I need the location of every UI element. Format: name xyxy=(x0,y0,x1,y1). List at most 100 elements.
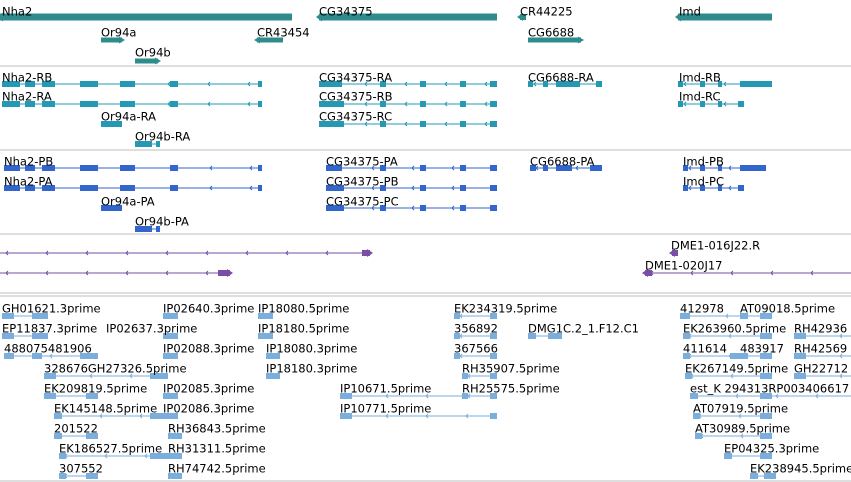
feature[interactable]: IP18180.3prime xyxy=(266,362,357,380)
feature[interactable] xyxy=(0,249,373,257)
gene-bar[interactable] xyxy=(0,13,292,21)
feature[interactable]: CR43454 xyxy=(254,26,310,44)
feature[interactable]: Nha2-PA xyxy=(4,175,262,192)
exon-block xyxy=(170,185,178,191)
feature[interactable]: CG34375-RC xyxy=(319,110,497,128)
feature[interactable]: 411614 xyxy=(683,342,744,360)
feature[interactable]: Or94b-PA xyxy=(135,215,189,233)
feature[interactable]: Or94b-RA xyxy=(135,130,190,148)
feature[interactable]: CG6688 xyxy=(528,26,584,44)
feature[interactable]: Imd-PC xyxy=(683,175,744,192)
feature[interactable] xyxy=(0,269,233,277)
feature[interactable]: CG34375-PB xyxy=(326,175,497,192)
feature[interactable]: RH36843.5prime xyxy=(168,422,266,440)
feature[interactable]: Imd xyxy=(675,5,772,22)
feature[interactable]: Nha2-PB xyxy=(4,155,262,172)
feature[interactable]: CG34375-PA xyxy=(326,155,497,172)
exon-block xyxy=(454,333,460,339)
feature[interactable]: est_K 294313RP003406617 xyxy=(690,382,851,400)
exon-block xyxy=(740,313,748,319)
feature[interactable]: CR44225 xyxy=(517,5,573,22)
feature[interactable]: Or94b xyxy=(135,46,171,65)
feature[interactable]: Or94a-PA xyxy=(101,195,155,212)
feature[interactable]: RH42936 xyxy=(794,322,851,340)
feature[interactable]: AT09018.5prime xyxy=(740,302,835,320)
feature[interactable]: 488075481906 xyxy=(4,342,98,360)
feature[interactable]: 328676GH27326.5prime xyxy=(44,362,187,380)
feature[interactable]: Imd-RC xyxy=(678,90,744,108)
feature[interactable]: EP04325.3prime xyxy=(724,442,819,460)
feature[interactable]: IP18080.3prime xyxy=(266,342,357,360)
exon-block xyxy=(490,101,497,107)
gene-bar[interactable] xyxy=(101,37,122,43)
feature[interactable]: Nha2-RA xyxy=(2,90,262,108)
exon-block xyxy=(163,313,178,319)
feature[interactable]: IP02640.3prime xyxy=(163,302,254,320)
exon-block xyxy=(258,101,262,107)
feature[interactable]: IP02086.3prime xyxy=(163,402,254,420)
feature[interactable]: CG34375-PC xyxy=(326,195,497,212)
mrna-p-track: Nha2-PB Nha2-PA CG34375-PA CG34375-PB CG3437… xyxy=(4,155,766,233)
exon-block xyxy=(738,185,744,191)
feature[interactable]: IP10771.5prime xyxy=(340,402,497,420)
feature[interactable]: AT07919.5prime xyxy=(693,402,788,420)
feature[interactable]: Or94a xyxy=(101,26,136,44)
feature[interactable]: RH74742.5prime xyxy=(168,462,266,480)
feature[interactable]: CG34375-RB xyxy=(319,90,497,108)
feature[interactable]: IP02088.3prime xyxy=(163,342,254,360)
feature[interactable]: EK145148.5prime xyxy=(54,402,168,420)
feature[interactable]: DME1-016J22.R xyxy=(669,239,760,258)
feature-label: 201522 xyxy=(54,422,98,436)
feature-label: Imd-RB xyxy=(679,71,721,85)
feature[interactable]: EK234319.5prime xyxy=(454,302,557,320)
direction-chevron-icon xyxy=(85,250,89,256)
feature[interactable]: 307552 xyxy=(59,462,103,480)
exon-block xyxy=(168,433,182,439)
feature[interactable]: IP02085.3prime xyxy=(163,382,254,400)
feature[interactable]: EK186527.5prime xyxy=(59,442,168,460)
feature[interactable]: IP18080.5prime xyxy=(258,302,349,320)
feature[interactable]: Nha2 xyxy=(0,5,292,22)
feature[interactable]: GH22712 xyxy=(794,362,851,380)
feature[interactable]: 201522 xyxy=(54,422,98,440)
feature[interactable]: EK267149.5prime xyxy=(685,362,788,380)
gene-bar[interactable] xyxy=(319,13,497,21)
feature[interactable]: RH35907.5prime xyxy=(462,362,560,380)
feature[interactable]: RH42569 xyxy=(794,342,851,360)
feature[interactable]: EK209819.5prime xyxy=(44,382,147,400)
feature[interactable]: Imd-RB xyxy=(678,71,772,88)
feature[interactable]: CG6688-RA xyxy=(528,71,602,88)
feature[interactable]: 356892 xyxy=(454,322,498,340)
feature[interactable]: GH01621.3prime xyxy=(2,302,101,320)
feature[interactable]: RH25575.5prime xyxy=(462,382,560,400)
feature[interactable]: IP18180.5prime xyxy=(258,322,349,340)
feature[interactable]: RH31311.5prime xyxy=(168,442,266,460)
feature-label: IP18080.3prime xyxy=(266,342,357,356)
gene-bar[interactable] xyxy=(257,37,283,43)
feature[interactable]: Imd-PB xyxy=(683,155,766,172)
feature[interactable]: Or94a-RA xyxy=(101,110,156,128)
direction-chevron-icon xyxy=(735,393,739,399)
feature[interactable]: CG34375-RA xyxy=(319,71,497,88)
feature-label: DME1-016J22.R xyxy=(671,239,760,253)
feature[interactable]: EK238945.5prime xyxy=(750,462,851,480)
gene-bar[interactable] xyxy=(135,58,158,64)
feature[interactable]: IP02637.3prime xyxy=(106,322,197,340)
feature[interactable]: DMG1C.2_1.F12.C1 xyxy=(528,322,639,340)
feature[interactable]: 483917 xyxy=(740,342,784,360)
gene-bar[interactable] xyxy=(678,13,772,21)
feature[interactable]: EK263960.5prime xyxy=(683,322,786,340)
feature[interactable]: Nha2-RB xyxy=(2,71,262,88)
feature[interactable]: DME1-020J17 xyxy=(642,259,851,278)
feature[interactable]: AT30989.5prime xyxy=(695,422,790,440)
feature[interactable]: CG34375 xyxy=(316,5,497,22)
tracks-group: Nha2 CG34375 CR44225 Imd Or94a CR43454 CG6688 O… xyxy=(0,5,851,480)
direction-chevron-icon xyxy=(205,250,209,256)
feature[interactable]: CG6688-PA xyxy=(530,155,602,172)
exon-block xyxy=(326,185,344,191)
feature[interactable]: EP11837.3prime xyxy=(2,322,97,340)
feature[interactable]: 367566 xyxy=(454,342,498,360)
gene-bar[interactable] xyxy=(528,37,581,43)
exon-block xyxy=(678,81,683,87)
feature-label: IP18180.5prime xyxy=(258,322,349,336)
